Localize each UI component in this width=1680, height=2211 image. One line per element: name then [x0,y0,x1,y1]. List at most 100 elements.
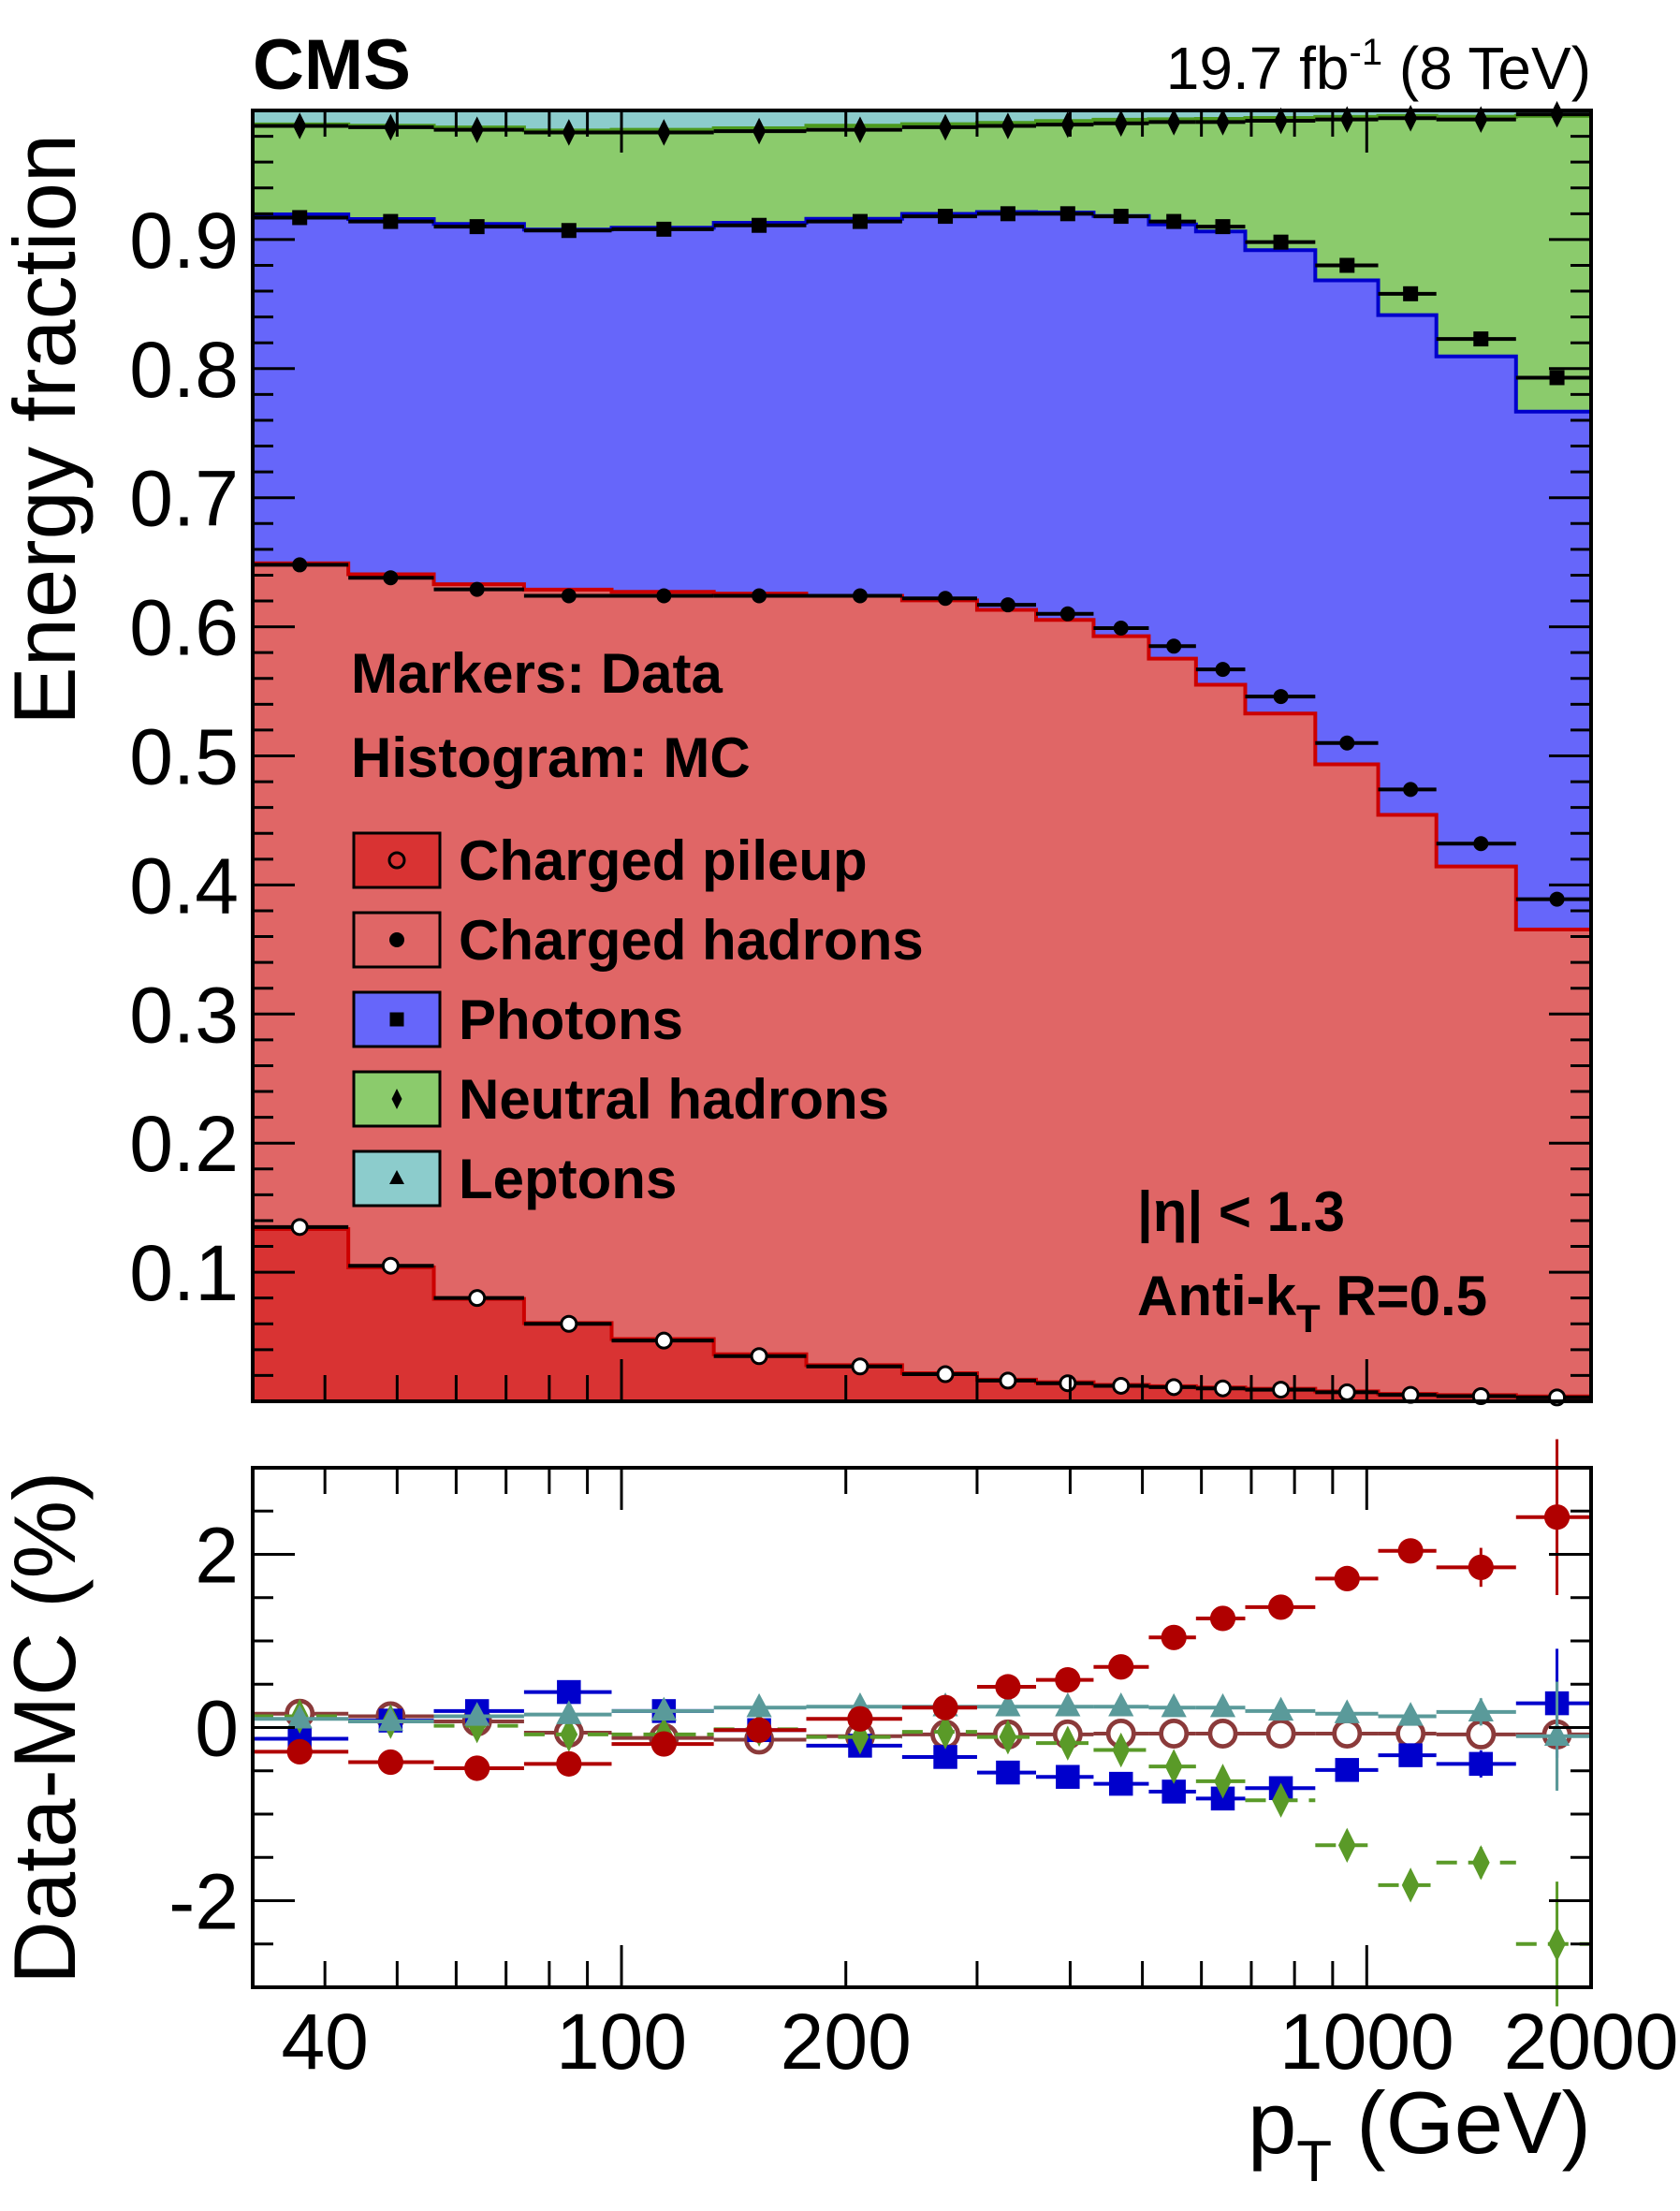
data-point [1059,606,1075,622]
lumi-value: 19.7 fb [1166,35,1350,102]
ratio-point [1468,1751,1494,1777]
data-point [1550,100,1564,128]
data-point [750,1347,768,1366]
y-tick-label: 0 [195,1685,239,1773]
data-point [1113,209,1129,225]
data-point [1164,1378,1183,1397]
data-point [1000,206,1015,222]
bottom-frame [251,1466,1593,1989]
ratio-point [851,1719,869,1755]
data-point [1059,206,1075,222]
data-point [1166,638,1182,654]
x-tick-label: 100 [556,1998,687,2086]
y-tick-label: 0.5 [129,713,239,801]
ratio-point [1543,1721,1570,1746]
data-point [1216,109,1230,136]
algo-prefix: Anti-k [1137,1265,1297,1327]
ratio-point [1397,1702,1424,1726]
ratio-point [650,1696,677,1721]
algo-sub: T [1296,1296,1321,1340]
bottom-axis-ticks [253,1468,1593,1987]
y-tick-label: 0.9 [129,197,239,285]
ratio-point [286,1704,313,1729]
ratio-point [1267,1594,1294,1620]
data-point [1549,891,1565,907]
ratio-point [1055,1692,1081,1717]
data-point [560,1314,578,1333]
lumi-exponent: -1 [1350,32,1383,73]
bottom-y-axis-title: Data-MC (%) [0,1472,94,1984]
lumi-space [1382,35,1399,102]
x-tick-label: 40 [281,1998,368,2086]
data-point [1214,1379,1233,1398]
data-point [1059,1374,1077,1393]
tick-labels: 0.1 0.2 0.3 0.4 0.5 0.6 0.7 0.8 0.9 2 0 -2 40 100 200 1… [129,197,1678,2086]
top-y-axis-title: Energy fraction [0,134,94,725]
ratio-point [1543,1504,1570,1530]
data-point [1112,1376,1131,1395]
energy-label: (8 TeV) [1399,35,1591,102]
data-point [1403,104,1418,132]
data-point [469,581,485,597]
annotation-markers: Markers: Data [351,642,723,705]
ratio-point [1334,1565,1360,1591]
data-point [938,113,953,141]
y-tick-label: 0.8 [129,326,239,414]
ratio-point [286,1738,313,1764]
ratio-point [999,1719,1017,1755]
ratio-point [1214,1764,1232,1799]
data-point [1215,219,1231,235]
data-point [1339,257,1355,273]
data-point [852,588,868,604]
ratio-point [1112,1732,1131,1768]
ratio-point [1335,1758,1360,1782]
ratio-point [1209,1605,1236,1632]
data-point [936,1365,955,1384]
data-point [1473,331,1489,347]
y-tick-label: 0.4 [129,842,239,930]
data-point [1272,1381,1291,1399]
data-point [1113,620,1129,636]
annotation-eta: |η| < 1.3 [1137,1180,1345,1244]
ratio-point [1108,1692,1134,1717]
data-point [654,1331,673,1350]
ratio-point [1334,1699,1360,1723]
ratio-point [1548,1926,1566,1962]
data-point [1340,106,1354,133]
y-tick-label: 0.3 [129,971,239,1059]
ratio-point [1468,1554,1494,1580]
data-point [938,209,954,225]
data-point [1339,735,1355,751]
data-point [470,116,484,143]
stack-fill-charged-pileup [253,1229,1591,1401]
data-point [1274,107,1288,135]
y-tick-label: 0.6 [129,584,239,672]
lumi-label: 19.7 fb-1 (8 TeV) [1166,32,1591,102]
ratio-point [1056,1764,1080,1789]
ratio-point [650,1731,677,1757]
data-point [657,119,671,146]
y-tick-label: 0.1 [129,1229,239,1317]
data-point [1473,836,1489,852]
data-point [1549,370,1565,386]
data-point [468,1289,487,1308]
data-point [852,213,868,229]
data-point [293,112,307,139]
data-point [752,588,767,604]
ratio-point [1471,1845,1490,1881]
y-tick-label: 2 [195,1512,239,1600]
data-point [1000,597,1015,613]
data-point [562,119,576,146]
ratio-point [1164,1749,1183,1784]
ratio-point [1272,1782,1290,1818]
x-axis-title: pT (GeV) [1248,2073,1591,2194]
ratio-point [377,1749,403,1776]
legend-label: Charged hadrons [459,909,924,972]
data-point [853,116,868,143]
data-point [290,1218,309,1237]
y-tick-label: 0.7 [129,455,239,543]
y-tick-label: 0.2 [129,1100,239,1188]
ratio-point [1161,1692,1187,1718]
x-tick-label: 1000 [1279,1998,1454,2086]
